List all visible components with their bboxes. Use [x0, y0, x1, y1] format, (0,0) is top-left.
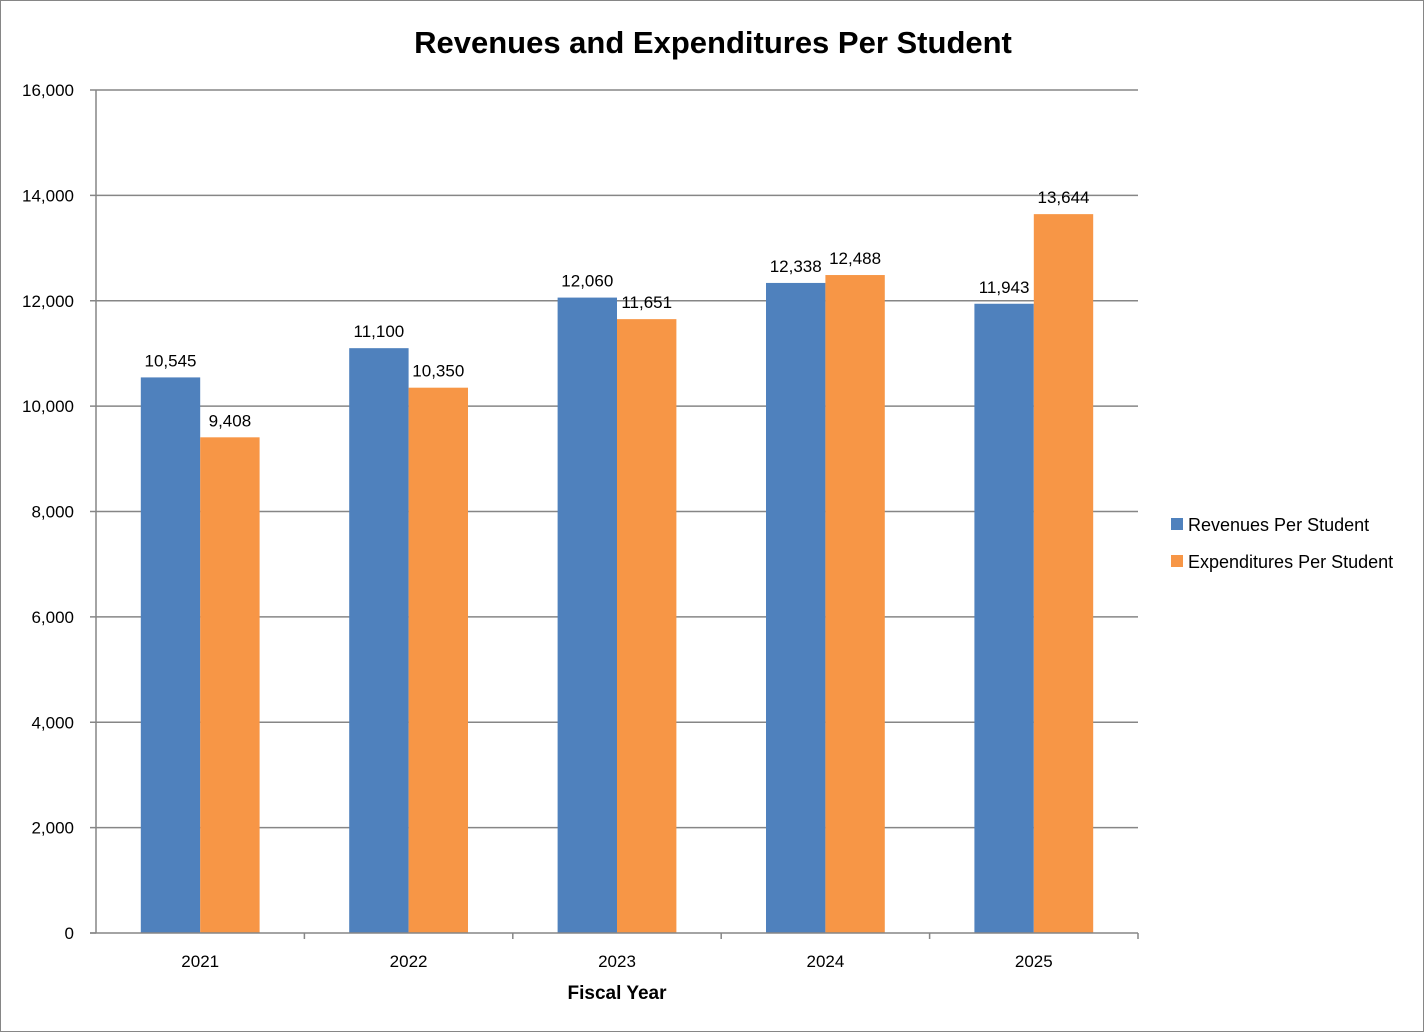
bar-revenues — [140, 377, 201, 934]
x-tick-label: 2021 — [181, 952, 219, 971]
data-label: 9,408 — [209, 411, 252, 430]
data-label: 12,488 — [829, 249, 881, 268]
chart-title: Revenues and Expenditures Per Student — [414, 25, 1012, 60]
legend-swatch — [1171, 518, 1183, 530]
y-tick-label: 6,000 — [31, 608, 74, 627]
legend-label: Revenues Per Student — [1188, 515, 1369, 535]
x-axis-tick-labels: 2021 2022 2023 2024 2025 — [181, 952, 1052, 971]
bar-revenues — [766, 282, 826, 933]
data-label: 11,100 — [354, 322, 405, 341]
data-label: 12,338 — [770, 257, 822, 276]
data-label: 12,060 — [561, 272, 613, 291]
bar-expenditures — [825, 275, 885, 933]
bars — [140, 214, 1094, 934]
bar-revenues — [974, 303, 1034, 933]
bar-revenues — [349, 348, 409, 933]
bar-revenues — [557, 297, 617, 933]
legend-swatch — [1171, 555, 1183, 567]
y-tick-label: 4,000 — [31, 713, 74, 732]
bar-expenditures — [200, 437, 260, 933]
y-tick-label: 10,000 — [22, 397, 74, 416]
y-tick-label: 8,000 — [31, 503, 74, 522]
bar-expenditures — [1033, 214, 1094, 934]
x-axis-title: Fiscal Year — [568, 983, 668, 1004]
axes — [90, 89, 1139, 939]
legend-label: Expenditures Per Student — [1188, 552, 1393, 572]
x-tick-label: 2023 — [598, 952, 636, 971]
data-label: 13,644 — [1037, 188, 1089, 207]
data-label: 10,350 — [412, 362, 464, 381]
x-tick-label: 2024 — [806, 952, 844, 971]
bar-expenditures — [408, 387, 468, 933]
x-tick-label: 2025 — [1015, 952, 1053, 971]
y-axis-tick-labels: 0 2,000 4,000 6,000 8,000 10,000 12,000 14,000 1… — [22, 81, 74, 943]
y-tick-label: 12,000 — [22, 292, 74, 311]
bar-expenditures — [617, 319, 677, 933]
y-tick-label: 2,000 — [31, 819, 74, 838]
data-label: 11,943 — [979, 278, 1030, 297]
data-labels: 10,545 9,408 11,100 10,350 12,060 11,651 12,33… — [145, 188, 1090, 430]
legend: Revenues Per Student Expenditures Per Stu… — [1171, 515, 1393, 572]
data-label: 10,545 — [145, 351, 197, 370]
y-tick-label: 0 — [65, 924, 74, 943]
y-tick-label: 16,000 — [22, 81, 74, 100]
data-label: 11,651 — [621, 293, 672, 312]
x-tick-label: 2022 — [390, 952, 428, 971]
y-tick-label: 14,000 — [22, 186, 74, 205]
